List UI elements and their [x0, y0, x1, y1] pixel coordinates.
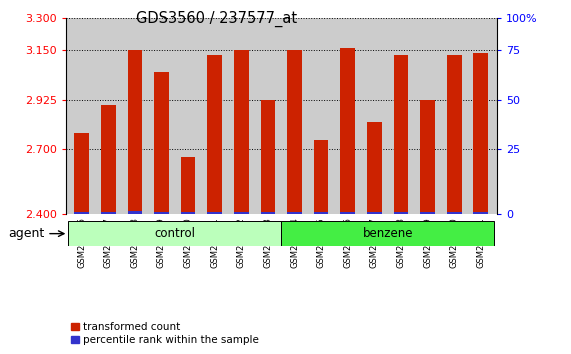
Legend: transformed count, percentile rank within the sample: transformed count, percentile rank withi…: [71, 322, 259, 345]
Text: control: control: [154, 227, 195, 240]
Text: agent: agent: [9, 227, 45, 240]
Bar: [234, 212, 248, 214]
Bar: [181, 212, 195, 214]
Bar: [393, 212, 408, 214]
Bar: [367, 212, 381, 214]
Bar: [127, 50, 142, 214]
Bar: [367, 122, 381, 214]
Bar: [473, 53, 488, 214]
Bar: [74, 212, 89, 214]
Bar: [340, 212, 355, 214]
Bar: [473, 212, 488, 214]
Bar: [260, 99, 275, 214]
Bar: [207, 55, 222, 214]
Bar: [287, 212, 302, 214]
Text: GDS3560 / 237577_at: GDS3560 / 237577_at: [136, 11, 297, 27]
Bar: [281, 221, 494, 246]
Bar: [154, 72, 169, 214]
Bar: [101, 105, 115, 214]
Bar: [314, 140, 328, 214]
Bar: [260, 212, 275, 214]
Bar: [74, 133, 89, 214]
Bar: [69, 221, 281, 246]
Bar: [234, 50, 248, 214]
Bar: [340, 48, 355, 214]
Text: benzene: benzene: [363, 227, 413, 240]
Bar: [393, 55, 408, 214]
Bar: [287, 50, 302, 214]
Bar: [420, 212, 435, 214]
Bar: [447, 55, 461, 214]
Bar: [154, 212, 169, 214]
Bar: [447, 212, 461, 214]
Bar: [420, 99, 435, 214]
Bar: [207, 212, 222, 214]
Bar: [127, 211, 142, 214]
Bar: [101, 212, 115, 214]
Bar: [314, 212, 328, 214]
Bar: [181, 158, 195, 214]
